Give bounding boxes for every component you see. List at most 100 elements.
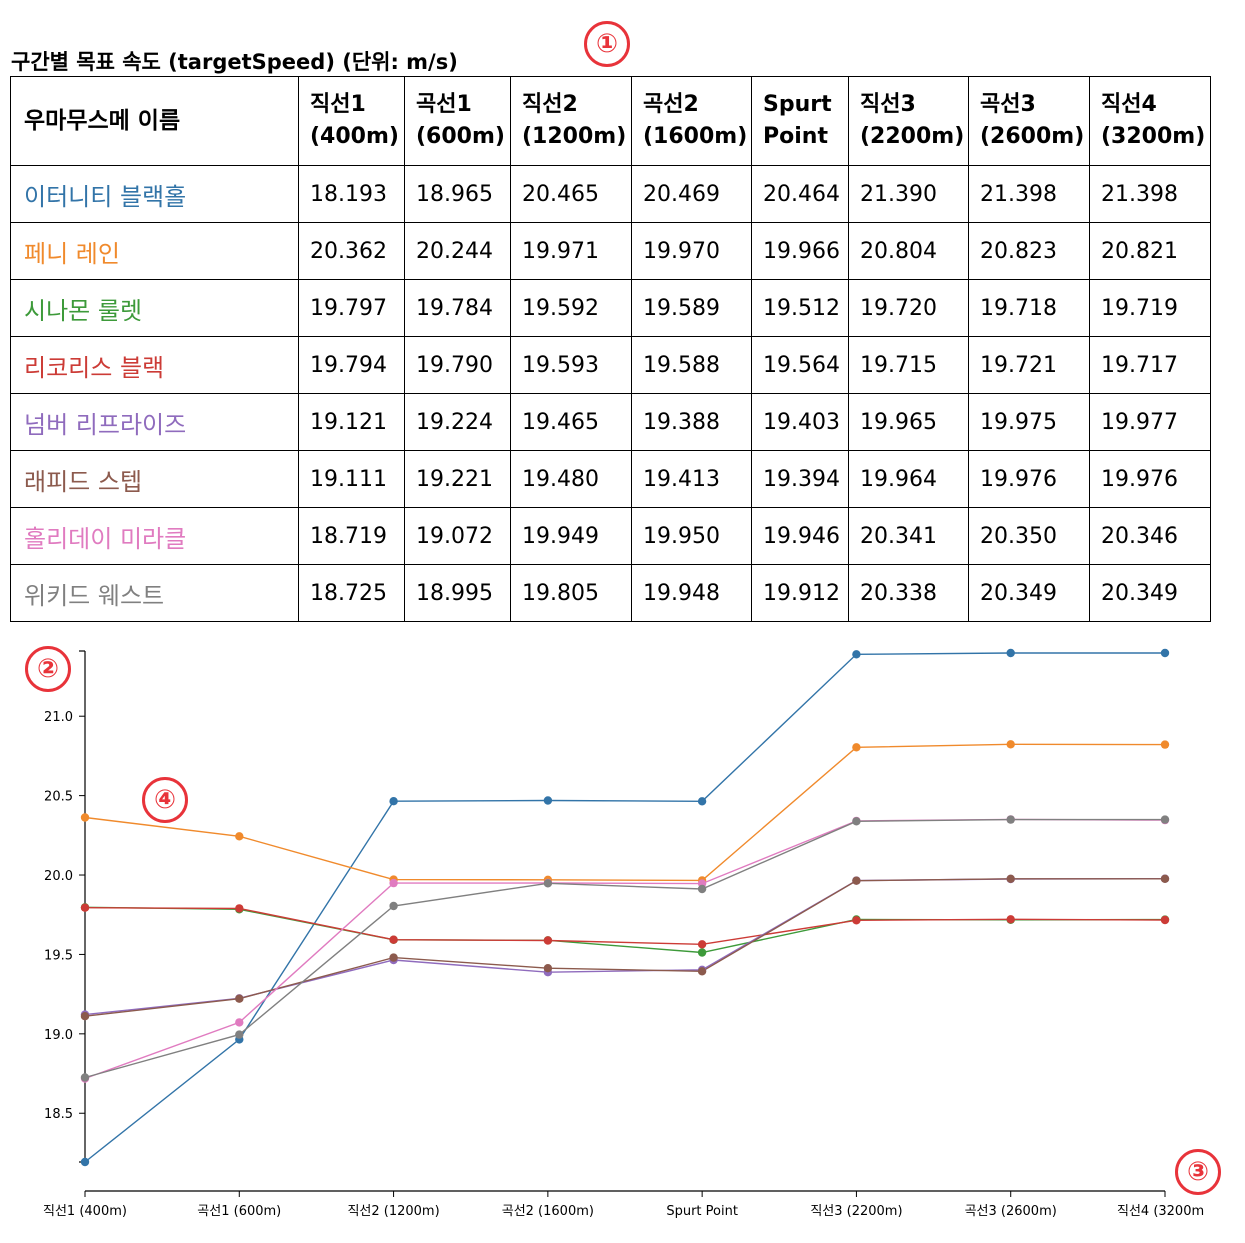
- value-cell: 19.221: [404, 450, 511, 508]
- value-cell: 19.946: [751, 507, 849, 565]
- page-title: 구간별 목표 속도 (targetSpeed) (단위: m/s): [11, 50, 458, 74]
- data-point: [543, 936, 553, 945]
- value-cell: 19.950: [631, 507, 752, 565]
- data-point: [697, 884, 707, 894]
- data-point: [80, 813, 90, 822]
- table-header-row: 우마무스메 이름 직선1 (400m) 곡선1 (600m) 직선2 (1200m) 곡선2…: [10, 76, 1211, 166]
- y-tick-label: 19.0: [44, 1028, 73, 1043]
- column-header-line-1: 직선1: [310, 92, 366, 117]
- value-cell: 20.469: [631, 165, 752, 223]
- series-line: [84, 818, 1165, 1079]
- data-point: [80, 903, 90, 912]
- x-tick-label: 곡선1 (600m): [197, 1204, 281, 1219]
- data-point: [1160, 815, 1170, 824]
- column-header: 직선1 (400m): [298, 76, 405, 166]
- x-tick-label: 곡선2 (1600m): [502, 1204, 594, 1219]
- x-tick-label: 직선2 (1200m): [347, 1204, 439, 1219]
- value-cell: 19.717: [1089, 336, 1211, 394]
- value-cell: 19.589: [631, 279, 752, 337]
- data-point: [235, 904, 244, 913]
- y-tick-label: 21.0: [44, 710, 73, 725]
- annotation-marker-3: ③: [1175, 1149, 1221, 1195]
- value-cell: 19.966: [751, 222, 849, 280]
- series-line: [84, 907, 1166, 946]
- row-name-cell: 넘버 리프라이즈: [10, 393, 299, 451]
- column-header-line-1: 직선3: [860, 92, 916, 117]
- value-cell: 19.564: [751, 336, 849, 394]
- value-cell: 20.349: [1089, 564, 1211, 622]
- data-point: [1006, 815, 1015, 824]
- data-point: [697, 967, 707, 976]
- column-header-line-1: Spurt: [763, 92, 832, 117]
- series-line: [84, 818, 1166, 1080]
- x-tick-label: Spurt Point: [666, 1204, 738, 1219]
- name-column-header: 우마무스메 이름: [10, 76, 299, 166]
- value-cell: 19.797: [298, 279, 405, 337]
- value-cell: 20.338: [848, 564, 969, 622]
- column-header: 곡선2 (1600m): [631, 76, 752, 166]
- column-header: 직선3 (2200m): [848, 76, 969, 166]
- chart-series-lines: [84, 652, 1166, 1163]
- value-cell: 19.948: [631, 564, 752, 622]
- value-cell: 19.394: [751, 450, 849, 508]
- data-point: [1160, 874, 1170, 883]
- table-body: 이터니티 블랙홀 18.193 18.965 20.465 20.469 20.464 21…: [10, 165, 1211, 622]
- row-name-cell: 홀리데이 미라클: [10, 507, 299, 565]
- value-cell: 19.912: [751, 564, 849, 622]
- data-point: [697, 797, 707, 806]
- value-cell: 19.718: [968, 279, 1090, 337]
- value-cell: 19.805: [510, 564, 632, 622]
- value-cell: 20.821: [1089, 222, 1211, 280]
- table-row: 시나몬 룰렛 19.797 19.784 19.592 19.589 19.512 19.7…: [10, 279, 1211, 337]
- column-header-line-1: 곡선2: [643, 92, 699, 117]
- data-point: [1006, 740, 1015, 749]
- value-cell: 20.349: [968, 564, 1090, 622]
- value-cell: 20.244: [404, 222, 511, 280]
- value-cell: 19.388: [631, 393, 752, 451]
- column-header-line-1: 직선2: [522, 92, 578, 117]
- column-header-line-1: 곡선3: [980, 92, 1036, 117]
- value-cell: 19.790: [404, 336, 511, 394]
- data-point: [389, 935, 398, 944]
- x-tick-label: 직선3 (2200m): [810, 1204, 902, 1219]
- value-cell: 21.398: [968, 165, 1090, 223]
- x-tick-label: 직선1 (400m): [43, 1204, 127, 1219]
- value-cell: 21.398: [1089, 165, 1211, 223]
- value-cell: 20.341: [848, 507, 969, 565]
- series-line: [84, 906, 1166, 954]
- value-cell: 19.977: [1089, 393, 1211, 451]
- data-point: [1006, 648, 1015, 658]
- data-point: [543, 964, 553, 973]
- value-cell: 19.970: [631, 222, 752, 280]
- y-tick-label: 18.5: [44, 1107, 73, 1122]
- data-point: [852, 817, 861, 826]
- data-point: [1006, 915, 1015, 924]
- data-point: [852, 916, 861, 925]
- chart-data-points: [80, 648, 1170, 1167]
- value-cell: 18.725: [298, 564, 405, 622]
- data-point: [80, 1157, 90, 1167]
- column-header-line-2: (2200m): [860, 124, 965, 149]
- row-name-cell: 이터니티 블랙홀: [10, 165, 299, 223]
- value-cell: 20.362: [298, 222, 405, 280]
- value-cell: 19.964: [848, 450, 969, 508]
- column-header: 곡선1 (600m): [404, 76, 511, 166]
- value-cell: 20.350: [968, 507, 1090, 565]
- row-name-cell: 래피드 스텝: [10, 450, 299, 508]
- value-cell: 19.512: [751, 279, 849, 337]
- annotation-marker-1: ①: [584, 21, 630, 67]
- x-tick-label: 곡선3 (2600m): [965, 1204, 1057, 1219]
- row-name-cell: 위키드 웨스트: [10, 564, 299, 622]
- value-cell: 19.592: [510, 279, 632, 337]
- data-point: [1160, 915, 1170, 925]
- data-point: [235, 832, 244, 841]
- data-point: [1160, 648, 1170, 658]
- value-cell: 20.464: [751, 165, 849, 223]
- column-header-line-1: 곡선1: [416, 92, 472, 117]
- value-cell: 19.721: [968, 336, 1090, 394]
- value-cell: 18.965: [404, 165, 511, 223]
- value-cell: 19.784: [404, 279, 511, 337]
- column-header: 직선2 (1200m): [510, 76, 632, 166]
- value-cell: 19.719: [1089, 279, 1211, 337]
- data-point: [697, 948, 707, 957]
